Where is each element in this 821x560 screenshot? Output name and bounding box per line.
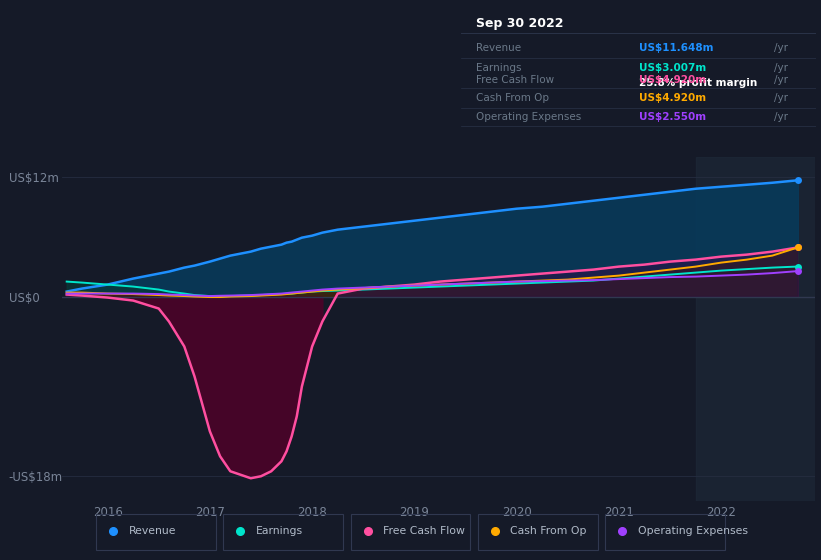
Text: Cash From Op: Cash From Op: [475, 94, 548, 104]
Text: US$4.920m: US$4.920m: [639, 94, 706, 104]
Bar: [351, 514, 470, 550]
Text: Revenue: Revenue: [475, 44, 521, 54]
Text: US$11.648m: US$11.648m: [639, 44, 713, 54]
Bar: [223, 514, 343, 550]
Text: Sep 30 2022: Sep 30 2022: [475, 17, 563, 30]
Text: /yr: /yr: [773, 94, 787, 104]
Text: Operating Expenses: Operating Expenses: [475, 112, 580, 122]
Text: 25.8% profit margin: 25.8% profit margin: [639, 78, 757, 88]
Text: Free Cash Flow: Free Cash Flow: [475, 75, 553, 85]
Text: /yr: /yr: [773, 112, 787, 122]
Bar: [695, 157, 815, 501]
Text: Free Cash Flow: Free Cash Flow: [383, 526, 465, 536]
Text: /yr: /yr: [773, 75, 787, 85]
Text: /yr: /yr: [773, 44, 787, 54]
Text: Cash From Op: Cash From Op: [511, 526, 587, 536]
Bar: [478, 514, 598, 550]
Text: Earnings: Earnings: [475, 63, 521, 73]
Text: US$4.920m: US$4.920m: [639, 75, 706, 85]
Bar: [96, 514, 216, 550]
Bar: [605, 514, 725, 550]
Text: Earnings: Earnings: [256, 526, 303, 536]
Text: US$2.550m: US$2.550m: [639, 112, 706, 122]
Text: /yr: /yr: [773, 63, 787, 73]
Text: US$3.007m: US$3.007m: [639, 63, 706, 73]
Text: Operating Expenses: Operating Expenses: [638, 526, 748, 536]
Text: Revenue: Revenue: [128, 526, 176, 536]
